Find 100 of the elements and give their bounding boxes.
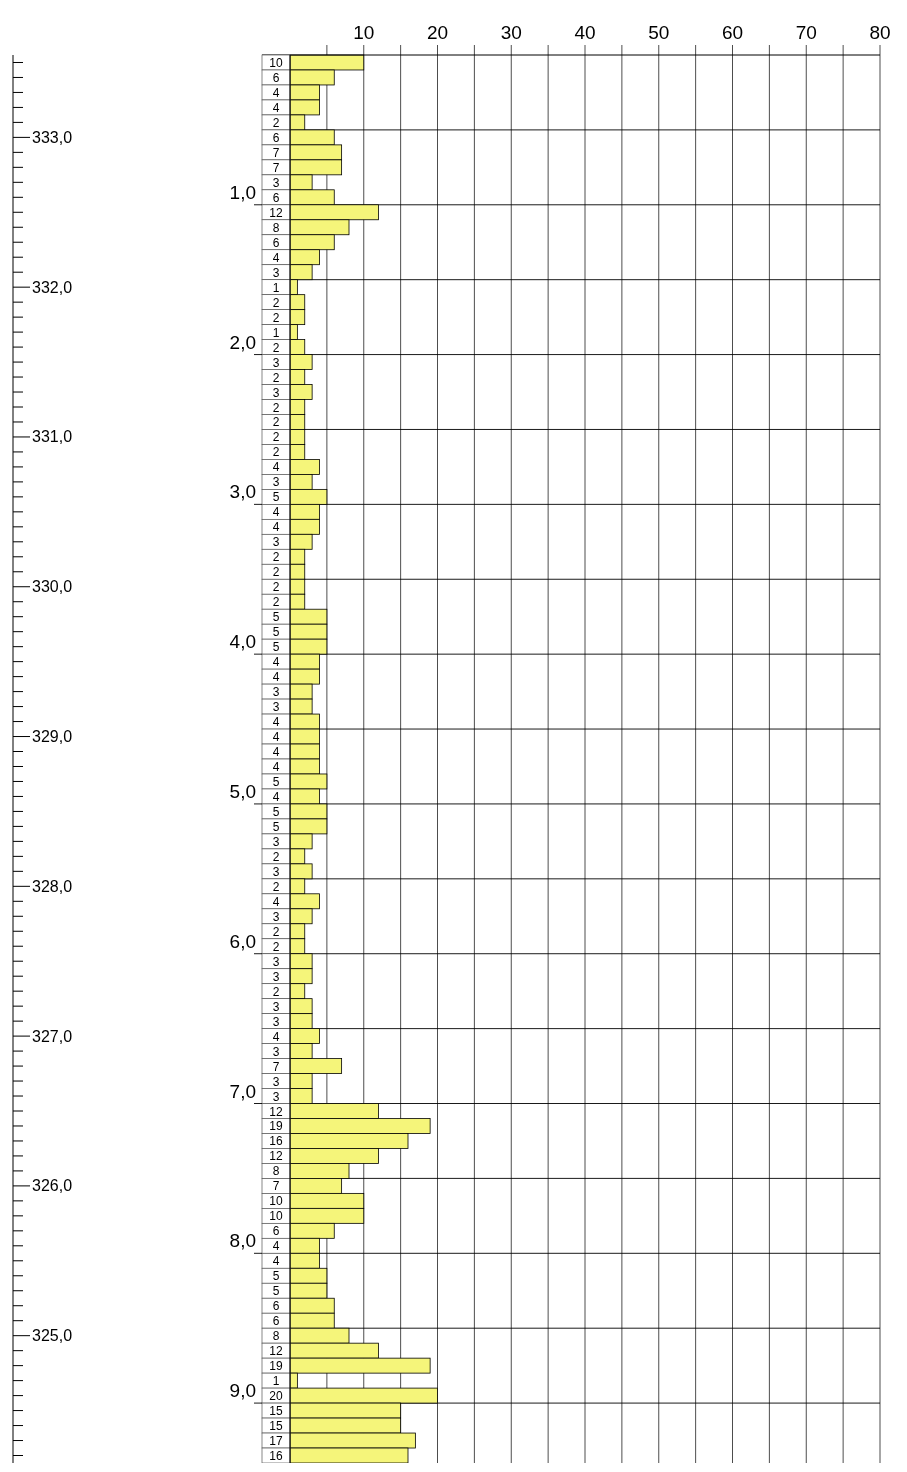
data-label: 12	[269, 1104, 283, 1119]
data-label: 2	[272, 939, 280, 954]
y2-tick-label: 329,0	[32, 728, 73, 746]
data-label: 2	[272, 400, 280, 415]
data-label: 15	[269, 1419, 283, 1434]
data-label: 5	[272, 804, 280, 819]
data-label: 10	[269, 1194, 283, 1209]
data-label: 5	[272, 1284, 280, 1299]
data-label: 10	[269, 1209, 283, 1224]
y2-tick-label: 333,0	[32, 128, 73, 146]
data-label: 2	[272, 580, 280, 595]
data-label: 4	[272, 715, 280, 730]
data-label: 5	[272, 774, 280, 789]
data-label: 4	[272, 894, 280, 909]
data-label: 3	[272, 475, 280, 490]
data-label: 1	[272, 325, 280, 340]
data-label: 2	[272, 924, 280, 939]
x2-tick-label: 50	[648, 22, 670, 43]
data-label: 10	[269, 55, 283, 70]
data-label: 8	[272, 1329, 280, 1344]
data-label: 8	[272, 1164, 280, 1179]
data-label: 3	[272, 1014, 280, 1029]
data-label: 7	[272, 160, 280, 175]
y2-tick-label: 331,0	[32, 428, 73, 446]
data-label: 5	[272, 610, 280, 625]
data-label: 12	[269, 205, 283, 220]
data-label: 2	[272, 430, 280, 445]
data-label: 7	[272, 1179, 280, 1194]
data-label: 4	[272, 655, 280, 670]
data-label: 17	[269, 1434, 283, 1449]
data-label: 3	[272, 685, 280, 700]
data-label: 2	[272, 595, 280, 610]
data-label: 5	[272, 490, 280, 505]
data-label: 4	[272, 1239, 280, 1254]
data-label: 5	[272, 1269, 280, 1284]
data-label: 4	[272, 460, 280, 475]
data-label: 3	[272, 969, 280, 984]
data-label: 3	[272, 909, 280, 924]
data-label: 7	[272, 1059, 280, 1074]
y-tick-label: 5,0	[229, 780, 256, 802]
x2-tick-label: 40	[574, 22, 596, 43]
data-label: 2	[272, 879, 280, 894]
data-label: 19	[269, 1359, 283, 1374]
y2-tick-label: 326,0	[32, 1177, 73, 1195]
y2-tick-label: 330,0	[32, 578, 73, 596]
data-label: 16	[269, 1449, 283, 1464]
data-label: 12	[269, 1344, 283, 1359]
y2-tick-label: 325,0	[32, 1327, 73, 1345]
data-label: 20	[269, 1389, 283, 1404]
y-tick-label: 3,0	[229, 481, 256, 503]
y2-tick-label: 328,0	[32, 877, 73, 895]
data-label: 3	[272, 834, 280, 849]
data-label: 4	[272, 1029, 280, 1044]
data-label: 3	[272, 954, 280, 969]
y-tick-label: 4,0	[229, 631, 256, 653]
data-label: 3	[272, 864, 280, 879]
data-label: 2	[272, 550, 280, 565]
data-label: 4	[272, 670, 280, 685]
data-label: 16	[269, 1134, 283, 1149]
y2-tick-label: 332,0	[32, 278, 73, 296]
data-label: 2	[272, 370, 280, 385]
data-label: 4	[272, 250, 280, 265]
data-label: 4	[272, 1254, 280, 1269]
data-label: 5	[272, 819, 280, 834]
data-label: 2	[272, 115, 280, 130]
data-label: 2	[272, 984, 280, 999]
data-label: 3	[272, 1044, 280, 1059]
data-label: 4	[272, 85, 280, 100]
data-label: 3	[272, 385, 280, 400]
data-label: 4	[272, 789, 280, 804]
data-label: 6	[272, 70, 280, 85]
data-label: 8	[272, 220, 280, 235]
y-tick-label: 9,0	[229, 1380, 256, 1402]
data-label: 6	[272, 1224, 280, 1239]
y-tick-label: 1,0	[229, 181, 256, 203]
data-label: 2	[272, 340, 280, 355]
x2-tick-label: 80	[869, 22, 891, 43]
data-label: 3	[272, 1089, 280, 1104]
data-label: 4	[272, 520, 280, 535]
x2-tick-label: 30	[500, 22, 522, 43]
data-label: 1	[272, 1374, 280, 1389]
y-tick-label: 7,0	[229, 1080, 256, 1102]
y-tick-label: 8,0	[229, 1230, 256, 1252]
x2-tick-label: 10	[353, 22, 375, 43]
data-label: 15	[269, 1404, 283, 1419]
x2-tick-label: 20	[426, 22, 449, 43]
data-label: 4	[272, 745, 280, 760]
data-label: 2	[272, 445, 280, 460]
data-label: 19	[269, 1119, 283, 1134]
data-label: 2	[272, 295, 280, 310]
x2-tick-label: 70	[795, 22, 817, 43]
data-label: 6	[272, 1299, 280, 1314]
data-label: 3	[272, 175, 280, 190]
data-label: 6	[272, 235, 280, 250]
data-label: 3	[272, 700, 280, 715]
data-label: 7	[272, 145, 280, 160]
data-label: 2	[272, 310, 280, 325]
data-label: 3	[272, 1074, 280, 1089]
data-label: 3	[272, 535, 280, 550]
data-label: 6	[272, 190, 280, 205]
